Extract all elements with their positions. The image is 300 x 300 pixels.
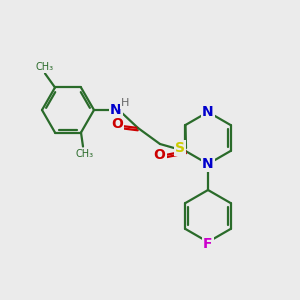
Text: CH₃: CH₃: [36, 62, 54, 73]
Text: F: F: [203, 237, 213, 251]
Text: N: N: [202, 157, 214, 171]
Text: O: O: [154, 148, 165, 162]
Text: N: N: [202, 105, 214, 119]
Text: S: S: [175, 141, 185, 155]
Text: H: H: [121, 98, 129, 108]
Text: CH₃: CH₃: [76, 148, 94, 158]
Text: O: O: [111, 117, 123, 131]
Text: N: N: [110, 103, 122, 117]
